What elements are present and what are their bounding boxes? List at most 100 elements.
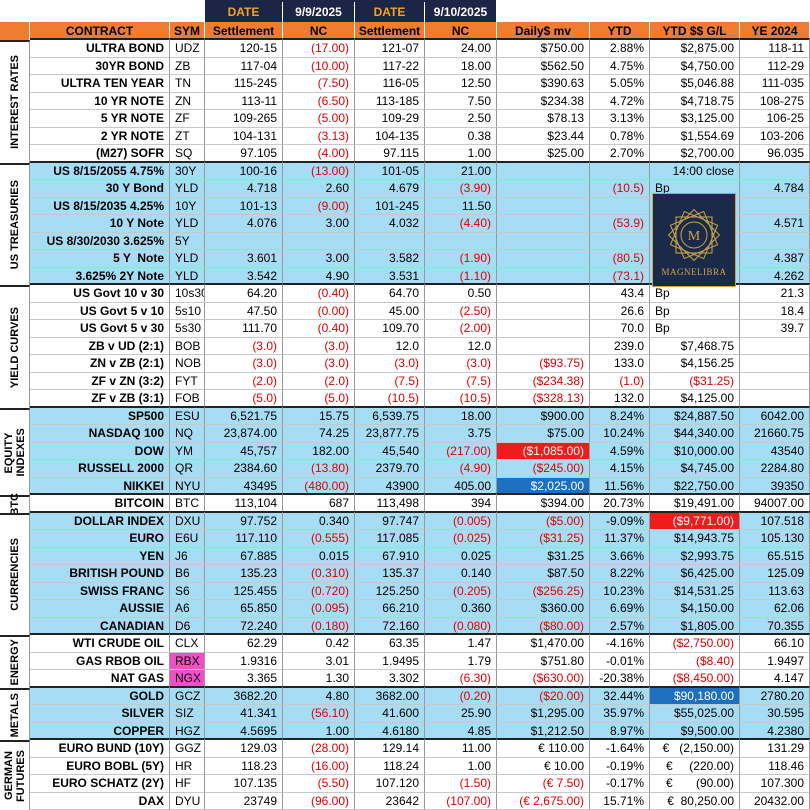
value-cell: 131.29 [740,738,810,758]
logo-text: MAGNELIBRA [661,267,727,277]
value-cell: 125.250 [355,582,425,600]
value-cell: 12.0 [425,337,497,355]
value-cell: 107.518 [740,510,810,530]
date-cell: 9/9/2025 [283,2,355,22]
value-cell: 121-07 [355,38,425,58]
value-cell [497,302,590,320]
value-cell: 111-035 [740,75,810,93]
value-cell: 117.110 [205,530,283,548]
value-cell: 101-13 [205,197,283,215]
value-cell: 62.06 [740,600,810,618]
contract-name: US Govt 10 v 30 [30,283,170,303]
value-cell: 25.90 [425,705,497,723]
value-cell: € 10.00 [497,757,590,775]
contract-name: DOW [30,442,170,460]
value-cell: 8.97% [590,722,650,740]
value-cell: 116-05 [355,75,425,93]
value-cell: $78.13 [497,110,590,128]
value-cell: 65.850 [205,600,283,618]
value-cell [740,160,810,180]
value-cell: (3.13) [283,127,355,145]
symbol: NOB [170,355,205,373]
value-cell: $2,993.75 [650,547,740,565]
value-cell: 107.300 [740,775,810,793]
value-cell: (6.30) [425,670,497,688]
value-cell [497,180,590,198]
value-cell: 4.75% [590,57,650,75]
value-cell: 104-135 [355,127,425,145]
value-cell: (2.0) [283,372,355,390]
value-cell: 3682.00 [355,685,425,705]
value-cell: (0.20) [425,685,497,705]
contract-name: 2 YR NOTE [30,127,170,145]
contract-name: BRITISH POUND [30,565,170,583]
value-cell: 2379.70 [355,460,425,478]
value-cell: $4,750.00 [650,57,740,75]
value-cell [740,372,810,390]
contract-name: ZB v UD (2:1) [30,337,170,355]
contract-name: US Govt 5 v 30 [30,320,170,338]
value-cell: $4,718.75 [650,92,740,110]
value-cell [497,337,590,355]
value-cell: € (220.00) [650,757,740,775]
symbol: 10s30 [170,283,205,303]
value-cell: $1,295.00 [497,705,590,723]
contract-name: EURO BUND (10Y) [30,738,170,758]
value-cell: 2.88% [590,38,650,58]
symbol: 5s30 [170,320,205,338]
value-cell: (3.0) [283,337,355,355]
symbol: NQ [170,425,205,443]
section-label: YIELD CURVES [0,285,30,408]
value-cell: (13.00) [283,160,355,180]
column-header: YE 2024 [740,22,810,40]
value-cell: ($234.38) [497,372,590,390]
value-cell: 129.14 [355,738,425,758]
value-cell [205,232,283,250]
section-title: INTEREST RATES [8,55,21,150]
value-cell: 109-265 [205,110,283,128]
value-cell: 0.38 [425,127,497,145]
value-cell: (0.40) [283,283,355,303]
value-cell [740,355,810,373]
symbol: ZF [170,110,205,128]
value-cell [355,232,425,250]
value-cell: 125.455 [205,582,283,600]
symbol: J6 [170,547,205,565]
value-cell: 4.72% [590,92,650,110]
value-cell: $5,046.88 [650,75,740,93]
value-cell: 1.9497 [740,652,810,670]
value-cell: ($93.75) [497,355,590,373]
section-label: ENERGY [0,635,30,688]
value-cell: € 80,250.00 [650,792,740,810]
value-cell: 3.75 [425,425,497,443]
value-cell: 3682.20 [205,685,283,705]
value-cell: 0.140 [425,565,497,583]
contract-name: 30 Y Bond [30,180,170,198]
value-cell: 35.97% [590,705,650,723]
value-cell: (0.205) [425,582,497,600]
value-cell: 3.00 [283,250,355,268]
value-cell: 62.29 [205,633,283,653]
value-cell: 97.752 [205,510,283,530]
value-cell [590,197,650,215]
value-cell: 67.910 [355,547,425,565]
value-cell: (0.40) [283,320,355,338]
section-label: US TREASURIES [0,162,30,285]
value-cell: $14,943.75 [650,530,740,548]
value-cell: 97.747 [355,510,425,530]
value-cell: 109-29 [355,110,425,128]
contract-name: 5 Y Note [30,250,170,268]
value-cell: (0.025) [425,530,497,548]
value-cell [283,232,355,250]
value-cell: 101-05 [355,160,425,180]
value-cell: 4.2380 [740,722,810,740]
value-cell: -1.64% [590,738,650,758]
value-cell: (0.720) [283,582,355,600]
value-cell: 120-15 [205,38,283,58]
value-cell: (4.40) [425,215,497,233]
symbol: UDZ [170,38,205,58]
contract-name: RUSSELL 2000 [30,460,170,478]
symbol: DYU [170,792,205,810]
value-cell: ($8.40) [650,652,740,670]
value-cell: 108-275 [740,92,810,110]
